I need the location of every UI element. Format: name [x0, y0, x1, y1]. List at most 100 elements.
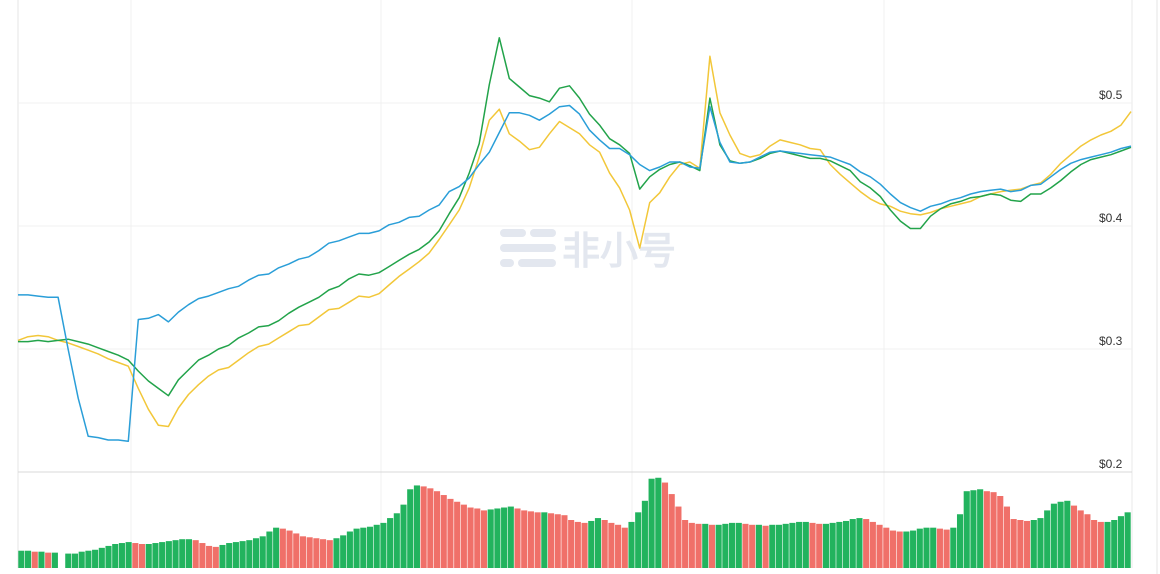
volume-bar — [534, 512, 541, 568]
volume-bar — [688, 522, 695, 568]
volume-bar — [641, 500, 648, 568]
volume-bar — [521, 510, 528, 568]
volume-bar — [373, 524, 380, 568]
volume-bar — [38, 551, 45, 568]
volume-bar — [152, 543, 159, 568]
volume-bar — [762, 525, 769, 568]
y-tick-label: $0.4 — [1099, 211, 1123, 225]
volume-bar — [1091, 520, 1098, 568]
volume-bar — [346, 531, 353, 568]
volume-bar — [232, 542, 239, 568]
volume-bar — [755, 524, 762, 568]
volume-bar — [85, 550, 92, 568]
volume-bar — [1050, 503, 1057, 568]
volume-bar — [970, 490, 977, 568]
volume-bar — [715, 524, 722, 568]
volume-bar — [299, 536, 307, 568]
volume-bar — [313, 538, 320, 568]
volume-bar — [547, 513, 555, 568]
volume-bar — [889, 530, 897, 568]
volume-bar — [775, 524, 783, 568]
volume-bar — [655, 477, 662, 568]
volume-bar — [433, 491, 441, 568]
volume-bar — [474, 508, 481, 568]
volume-bar — [910, 530, 917, 568]
volume-bar — [273, 527, 280, 568]
volume-bar — [487, 509, 494, 568]
volume-bar — [749, 524, 756, 568]
series-line — [17, 55, 1132, 428]
volume-bar — [206, 545, 213, 568]
volume-bar — [1017, 520, 1024, 568]
volume-bar — [1057, 501, 1064, 568]
volume-bar — [226, 543, 233, 568]
volume-bar — [239, 541, 246, 568]
volume-bar — [65, 553, 72, 568]
volume-bar — [380, 522, 387, 568]
volume-bar — [447, 498, 454, 568]
volume-bar — [1044, 510, 1051, 568]
volume-bar — [1030, 520, 1037, 568]
volume-bar — [306, 537, 313, 568]
volume-bar — [1097, 521, 1104, 568]
volume-bar — [266, 531, 273, 568]
volume-bar — [51, 552, 58, 568]
volume-bar — [561, 515, 568, 568]
volume-bar — [112, 544, 119, 568]
volume-bar — [628, 521, 635, 568]
volume-bar — [366, 526, 374, 568]
volume-bar — [789, 522, 796, 568]
volume-bar — [420, 486, 427, 568]
volume-bar — [326, 540, 333, 568]
volume-bar — [809, 522, 816, 568]
volume-bar — [501, 507, 508, 568]
series-line — [18, 104, 1132, 443]
volume-bar — [467, 507, 474, 568]
y-gridlines — [18, 102, 1132, 473]
volume-bar — [997, 496, 1004, 568]
volume-bar — [71, 553, 79, 568]
volume-bar — [18, 550, 25, 568]
volume-bar — [1064, 500, 1071, 568]
volume-bar — [1111, 520, 1118, 568]
volume-bar — [782, 523, 789, 568]
volume-bar — [735, 522, 742, 568]
volume-bar — [829, 522, 836, 568]
volume-bar — [387, 518, 394, 568]
volume-bar — [896, 531, 903, 568]
y-tick-label: $0.2 — [1099, 457, 1123, 471]
y-tick-label: $0.5 — [1099, 88, 1123, 102]
volume-bar — [212, 546, 219, 568]
volume-bar — [849, 519, 856, 568]
volume-bar — [125, 542, 132, 568]
volume-bar — [648, 478, 655, 568]
series-line — [18, 37, 1132, 397]
volume-bar — [527, 511, 534, 568]
volume-bar — [360, 527, 367, 568]
volume-bar — [353, 528, 360, 568]
volume-bars — [18, 477, 1131, 568]
watermark: 非小号 — [500, 229, 676, 273]
volume-bar — [172, 540, 179, 568]
volume-bar — [594, 518, 602, 568]
volume-bar — [822, 523, 829, 568]
volume-bar — [494, 508, 501, 568]
volume-bar — [588, 520, 595, 568]
volume-bar — [165, 541, 172, 568]
volume-bar — [259, 536, 266, 568]
volume-bar — [25, 550, 32, 568]
volume-bar — [682, 520, 689, 568]
volume-bar — [145, 544, 152, 568]
volume-bar — [635, 512, 642, 568]
volume-bar — [78, 551, 85, 568]
y-axis-ticks: $0.5 $0.4 $0.3 $0.2 — [1099, 88, 1123, 471]
volume-bar — [702, 523, 709, 568]
volume-bar — [554, 514, 561, 568]
volume-bar — [407, 489, 414, 568]
volume-bar — [936, 528, 943, 568]
grid — [17, 0, 1158, 574]
volume-bar — [574, 521, 581, 568]
volume-bar — [159, 542, 166, 568]
volume-bar — [816, 523, 823, 568]
